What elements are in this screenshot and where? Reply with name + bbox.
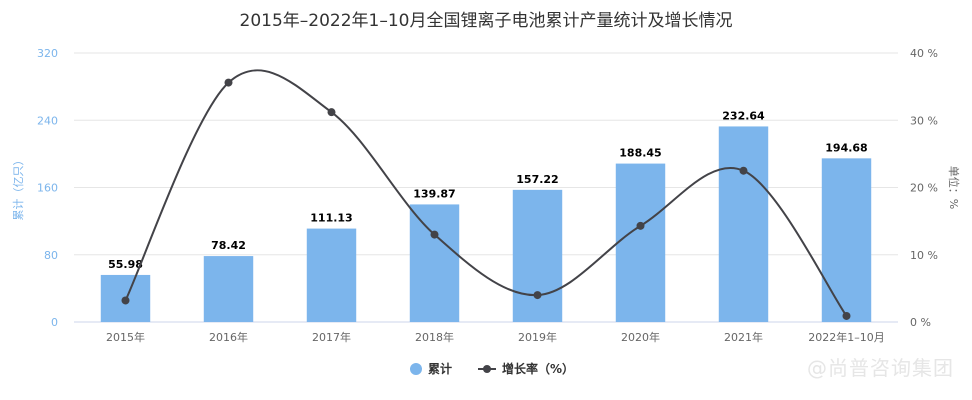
data-label: 78.42 [211, 239, 246, 252]
y-right-tick-label: 20 % [910, 182, 938, 195]
growth-rate-point [430, 230, 439, 239]
growth-rate-point [636, 221, 645, 230]
growth-rate-point [327, 108, 336, 117]
y-left-tick-label: 160 [37, 182, 58, 195]
x-tick-label: 2020年 [621, 330, 660, 344]
y-right-tick-label: 0 % [910, 316, 931, 329]
data-label: 157.22 [516, 173, 558, 186]
legend-marker-line-dot [483, 365, 491, 373]
y-left-axis-title: 累计（亿只） [12, 155, 25, 221]
x-tick-label: 2017年 [312, 330, 351, 344]
bar [203, 256, 254, 322]
legend-marker-bar [410, 363, 422, 375]
data-label: 188.45 [619, 147, 661, 160]
bar [718, 126, 769, 322]
growth-rate-point [739, 166, 748, 175]
x-tick-label: 2021年 [724, 330, 763, 344]
bar [615, 163, 666, 322]
x-tick-label: 2018年 [415, 330, 454, 344]
data-label: 111.13 [310, 212, 352, 225]
y-left-tick-label: 320 [37, 47, 58, 60]
data-label: 232.64 [722, 109, 765, 122]
chart-title: 2015年–2022年1–10月全国锂离子电池累计产量统计及增长情况 [239, 11, 733, 31]
growth-rate-point [121, 296, 130, 305]
y-right-axis-title: 单位：% [947, 166, 961, 209]
x-tick-label: 2022年1–10月 [808, 330, 885, 344]
watermark: @尚普咨询集团 [807, 356, 954, 380]
data-label: 55.98 [108, 258, 143, 271]
bar [512, 189, 563, 322]
growth-rate-point [533, 291, 542, 300]
growth-rate-point [842, 311, 851, 320]
x-tick-label: 2016年 [209, 330, 248, 344]
bar [306, 228, 357, 322]
y-right-tick-label: 40 % [910, 47, 938, 60]
x-tick-label: 2019年 [518, 330, 557, 344]
legend-label-line: 增长率（%） [502, 361, 574, 376]
y-left-tick-label: 240 [37, 114, 58, 127]
growth-rate-point [224, 78, 233, 87]
bar [409, 204, 460, 322]
y-left-tick-label: 80 [44, 249, 58, 262]
y-right-tick-label: 30 % [910, 114, 938, 127]
data-label: 139.87 [413, 187, 455, 200]
legend-label-bar: 累计 [428, 361, 452, 376]
x-tick-label: 2015年 [106, 330, 145, 344]
bar [821, 158, 872, 322]
y-right-tick-label: 10 % [910, 249, 938, 262]
y-left-tick-label: 0 [51, 316, 58, 329]
data-label: 194.68 [825, 141, 867, 154]
